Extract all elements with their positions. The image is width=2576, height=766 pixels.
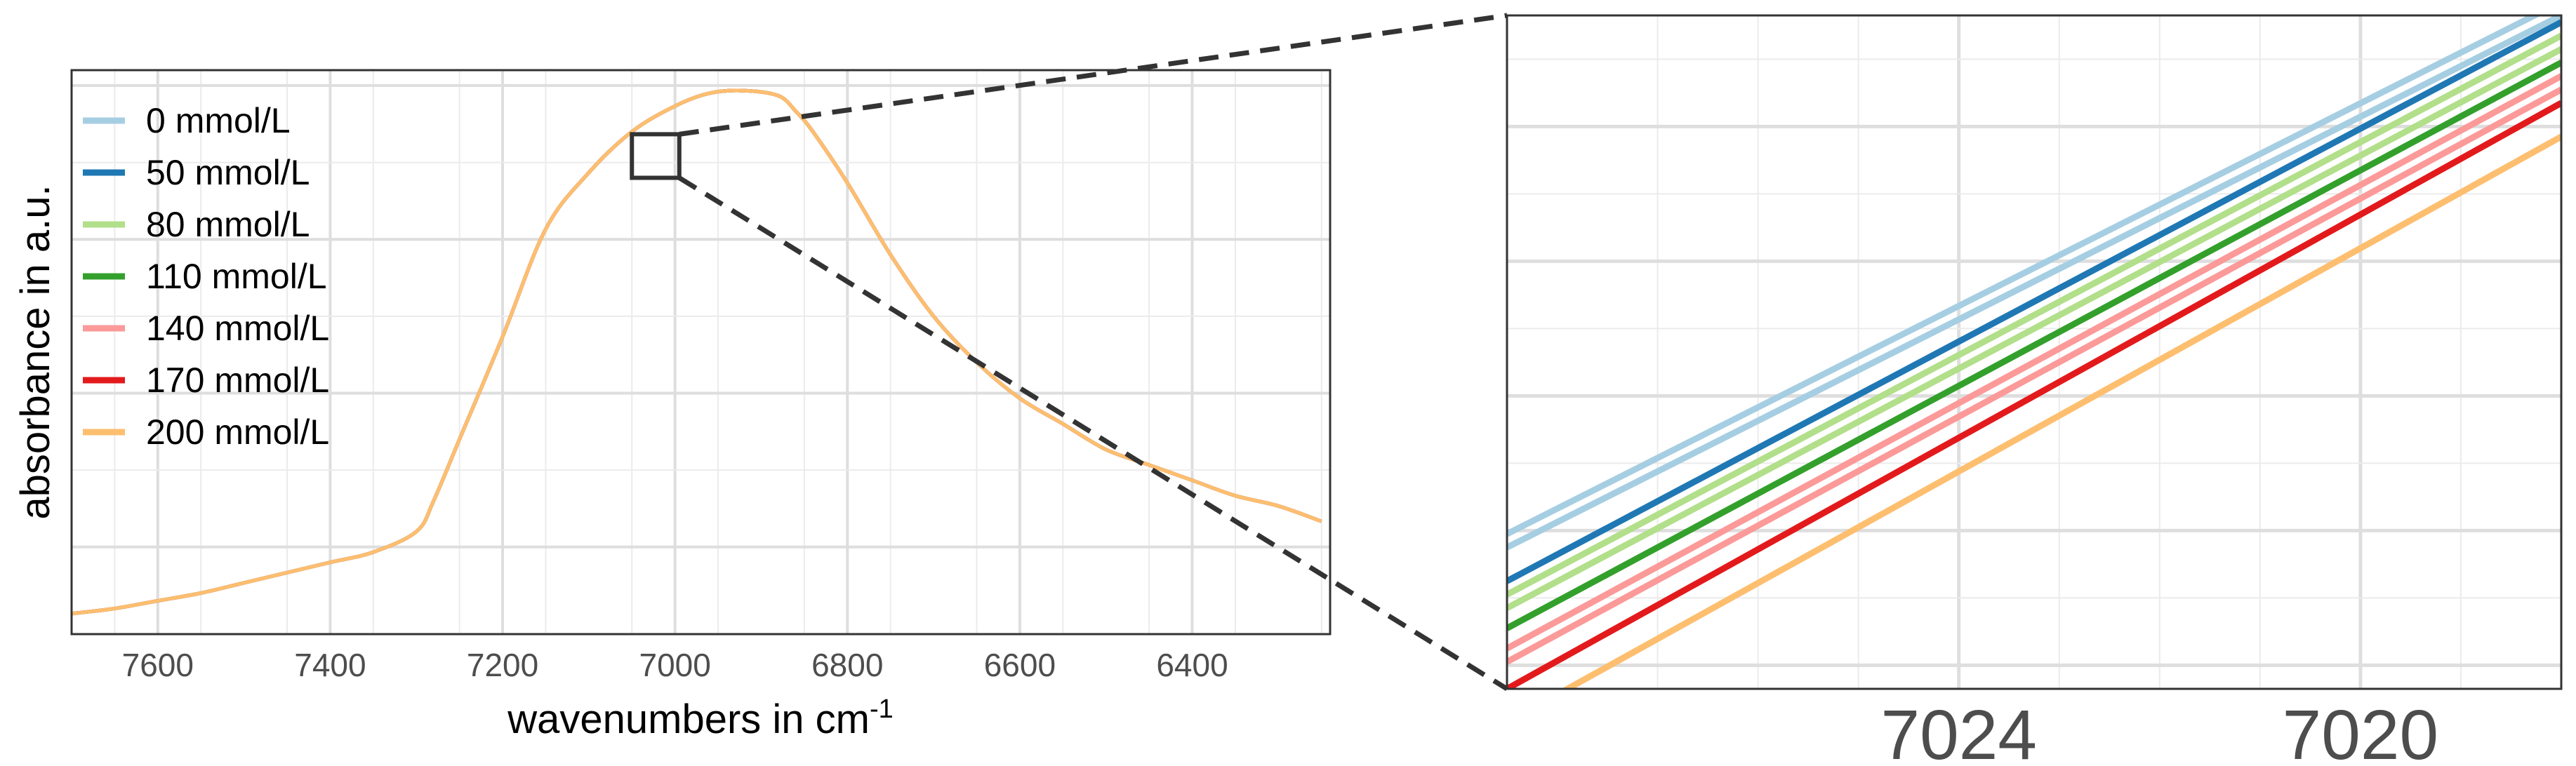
inset-plot-panel: 7024 7020 (1506, 14, 2563, 766)
inset-grid (1507, 15, 2561, 689)
inset-series-line (1507, 19, 2561, 584)
inset-series-line (1507, 86, 2561, 665)
main-x-tick-label: 7200 (467, 647, 538, 683)
main-x-tick-labels: 7600 7400 7200 7000 6800 6600 6400 (122, 647, 1228, 683)
inset-plot-border (1506, 14, 2563, 690)
legend-label: 0 mmol/L (146, 101, 291, 140)
inset-series-line (1507, 15, 2561, 551)
main-x-tick-label: 7600 (122, 647, 194, 683)
inset-series-line (1507, 73, 2561, 652)
main-x-tick-label: 6600 (984, 647, 1056, 683)
legend: 0 mmol/L 50 mmol/L 80 mmol/L 110 mmol/L 140 … (83, 101, 329, 452)
main-series-lines (71, 88, 1322, 616)
inset-series-line (1507, 15, 2542, 537)
main-grid (72, 70, 1330, 634)
main-x-tick-label: 7400 (294, 647, 366, 683)
main-plot-border (70, 69, 1332, 636)
legend-label: 50 mmol/L (146, 153, 310, 192)
inset-series-line (1507, 60, 2561, 631)
main-series-line (71, 88, 1322, 616)
legend-label: 110 mmol/L (146, 257, 327, 296)
legend-label: 170 mmol/L (146, 361, 329, 400)
x-axis-title: wavenumbers in cm-1 (507, 694, 894, 742)
inset-x-tick-label: 7020 (2283, 696, 2438, 766)
inset-x-tick-labels: 7024 7020 (1880, 696, 2438, 766)
inset-series-line (1561, 133, 2561, 689)
legend-label: 140 mmol/L (146, 309, 329, 348)
zoom-connectors (677, 13, 1508, 691)
inset-x-tick-label: 7024 (1880, 696, 2036, 766)
inset-series-lines (1507, 15, 2561, 689)
legend-label: 200 mmol/L (146, 412, 329, 452)
main-x-tick-label: 6400 (1156, 647, 1228, 683)
main-plot-panel: 7600 7400 7200 7000 6800 6600 6400 (70, 69, 1332, 683)
zoom-connector-bottom (677, 175, 1508, 691)
inset-series-line (1507, 100, 2561, 689)
main-plot-background (72, 70, 1330, 634)
zoom-connector-top (679, 13, 1508, 137)
legend-label: 80 mmol/L (146, 205, 310, 244)
y-axis-title: absorbance in a.u. (13, 184, 58, 519)
zoom-region-box (630, 132, 682, 180)
main-x-tick-label: 7000 (639, 647, 710, 683)
main-x-tick-label: 6800 (811, 647, 883, 683)
inset-series-line (1507, 32, 2561, 598)
inset-series-line (1507, 46, 2561, 611)
